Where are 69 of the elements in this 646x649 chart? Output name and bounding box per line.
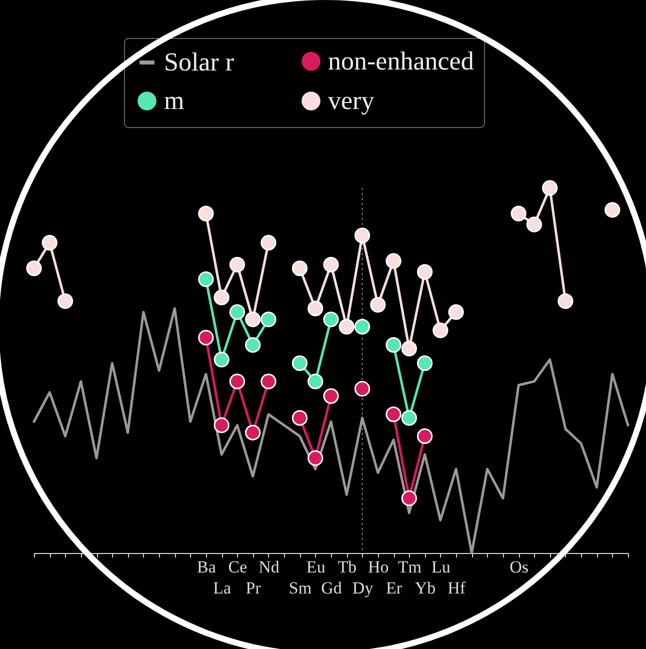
point	[338, 318, 354, 335]
x-tick-label: Nd	[258, 558, 280, 576]
point	[57, 293, 74, 309]
point	[229, 374, 246, 390]
point	[510, 206, 526, 222]
x-tick-label: Ho	[368, 558, 389, 576]
x-tick-label: Eu	[306, 558, 326, 576]
point	[401, 410, 417, 426]
point	[260, 312, 276, 328]
point	[292, 260, 308, 276]
point	[214, 417, 230, 434]
x-tick-label: Sm	[288, 578, 312, 598]
point	[229, 304, 246, 320]
x-tick-label: Ba	[197, 558, 216, 576]
point	[401, 340, 417, 356]
x-tick-label: Lu	[431, 558, 451, 576]
point	[416, 355, 433, 372]
point	[416, 264, 433, 280]
point	[198, 330, 214, 346]
x-tick-label: Tm	[398, 558, 422, 576]
x-tick-label: Pr	[246, 578, 262, 598]
point	[292, 410, 308, 426]
point	[386, 406, 402, 422]
point	[260, 234, 276, 251]
point	[386, 337, 402, 353]
x-tick-label: Os	[510, 558, 529, 576]
point	[42, 234, 58, 251]
point	[292, 355, 308, 372]
x-tick-label: La	[213, 578, 232, 598]
point	[260, 374, 276, 390]
point	[432, 322, 448, 338]
point	[323, 256, 339, 272]
point	[214, 290, 230, 306]
point	[354, 318, 370, 335]
point	[229, 256, 246, 272]
legend-label: m	[164, 86, 184, 115]
x-tick-label: Gd	[321, 578, 342, 598]
point	[526, 216, 542, 232]
x-tick-label: Tb	[338, 558, 357, 576]
x-tick-label: Er	[386, 578, 402, 598]
point	[558, 293, 574, 309]
point	[198, 206, 214, 222]
x-tick-label: Yb	[414, 578, 436, 598]
point	[354, 380, 370, 397]
point	[308, 374, 324, 390]
point	[386, 253, 402, 269]
x-tick-label: Ce	[228, 558, 248, 576]
point	[416, 428, 433, 444]
point	[245, 424, 261, 440]
legend-label: Solar r	[164, 48, 234, 76]
point	[401, 490, 417, 506]
legend-label: non-enhanced	[328, 46, 474, 76]
legend-label: very	[328, 86, 374, 115]
x-tick-label: Hf	[448, 578, 466, 598]
point	[448, 304, 464, 320]
point	[323, 388, 339, 404]
point	[542, 180, 558, 196]
point	[308, 300, 324, 316]
point	[214, 352, 230, 368]
point	[370, 296, 386, 313]
x-tick-label: Dy	[352, 578, 374, 598]
point	[245, 337, 261, 353]
point	[604, 202, 620, 218]
point	[198, 271, 214, 288]
point	[323, 312, 339, 328]
point	[245, 312, 261, 328]
point	[354, 228, 370, 244]
point	[26, 260, 42, 276]
point	[308, 450, 324, 466]
